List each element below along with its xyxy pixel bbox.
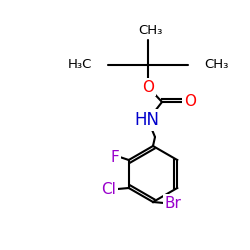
Text: HN: HN xyxy=(134,111,160,129)
Text: O: O xyxy=(184,94,196,110)
Text: CH₃: CH₃ xyxy=(204,58,229,70)
Text: F: F xyxy=(110,150,119,164)
Text: CH₃: CH₃ xyxy=(138,24,162,36)
Text: Cl: Cl xyxy=(101,182,116,196)
Text: O: O xyxy=(142,80,154,94)
Text: H₃C: H₃C xyxy=(68,58,92,70)
Text: Br: Br xyxy=(164,196,182,210)
